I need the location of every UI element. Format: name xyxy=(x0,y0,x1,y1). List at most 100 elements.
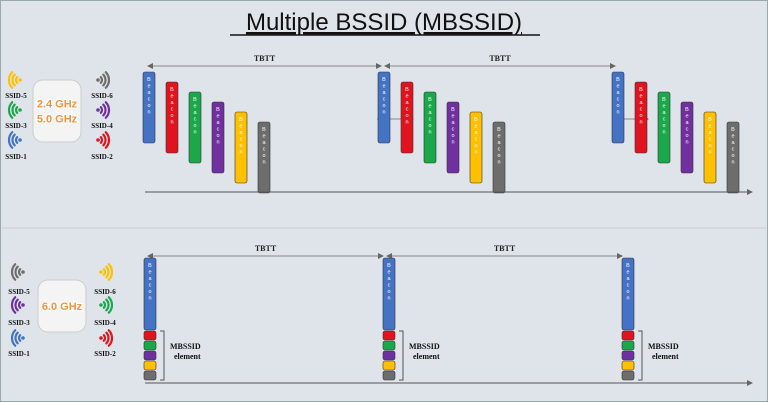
title: Multiple BSSID (MBSSID) xyxy=(246,9,522,36)
band-label: 5.0 GHz xyxy=(37,114,78,126)
mbssid-element xyxy=(143,350,157,361)
element-label: MBSSID xyxy=(648,342,679,351)
beacon-frame xyxy=(621,257,635,331)
wifi-dot xyxy=(21,303,25,307)
wifi-arc xyxy=(17,268,22,276)
beacon-label: Beacon xyxy=(386,263,392,302)
wifi-arc xyxy=(99,76,104,84)
wifi-arc xyxy=(105,331,110,345)
beacon-label: Beacon xyxy=(192,97,198,136)
wifi-arc xyxy=(102,133,107,147)
beacon-label: Beacon xyxy=(427,97,433,136)
beacon-frame xyxy=(143,257,157,331)
mbssid-element xyxy=(621,370,635,381)
bracket xyxy=(399,330,404,381)
wifi-arc xyxy=(14,331,19,345)
wifi-arc xyxy=(105,265,110,279)
wifi-arc xyxy=(17,334,22,342)
beacon-label: Beacon xyxy=(707,117,713,156)
element-label: MBSSID xyxy=(409,342,440,351)
mbssid-element xyxy=(382,360,396,371)
wifi-dot xyxy=(18,108,22,112)
wifi-arc xyxy=(102,103,107,117)
ssid-label: SSID-4 xyxy=(91,122,113,130)
wifi-arc xyxy=(7,131,14,149)
beacon-label: Beacon xyxy=(684,107,690,146)
mbssid-element xyxy=(621,350,635,361)
beacon-frame xyxy=(726,121,740,194)
mbssid-element xyxy=(143,370,157,381)
wifi-arc xyxy=(104,131,111,149)
beacon-label: Beacon xyxy=(625,263,631,302)
wifi-arc xyxy=(102,301,107,309)
wifi-arc xyxy=(14,76,19,84)
mbssid-element xyxy=(621,360,635,371)
wifi-dot xyxy=(21,336,25,340)
beacon-frame xyxy=(400,81,414,154)
tbtt-label: TBTT xyxy=(494,244,516,253)
mbssid-element xyxy=(621,340,635,351)
mbssid-element xyxy=(143,360,157,371)
wifi-arc xyxy=(7,101,14,119)
beacon-label: Beacon xyxy=(450,107,456,146)
wifi-dot xyxy=(99,303,103,307)
ssid-label: SSID-2 xyxy=(91,153,113,161)
beacon-label: Beacon xyxy=(404,87,410,126)
beacon-frame xyxy=(234,111,248,184)
beacon-frame xyxy=(377,71,391,144)
ssid-label: SSID-6 xyxy=(94,288,116,296)
wifi-dot xyxy=(99,270,103,274)
wifi-arc xyxy=(99,106,104,114)
band-label: 6.0 GHz xyxy=(42,301,83,313)
wifi-arc xyxy=(107,263,114,281)
wifi-arc xyxy=(102,73,107,87)
beacon-frame xyxy=(469,111,483,184)
wifi-arc xyxy=(17,301,22,309)
beacon-label: Beacon xyxy=(215,107,221,146)
mbssid-element xyxy=(382,340,396,351)
wifi-dot xyxy=(99,336,103,340)
wifi-arc xyxy=(10,329,17,347)
ssid-label: SSID-4 xyxy=(94,319,116,327)
beacon-label: Beacon xyxy=(261,127,267,166)
wifi-arc xyxy=(14,136,19,144)
beacon-label: Beacon xyxy=(615,77,621,116)
wifi-dot xyxy=(18,78,22,82)
beacon-label: Beacon xyxy=(169,87,175,126)
wifi-dot xyxy=(21,270,25,274)
beacon-frame xyxy=(492,121,506,194)
ssid-label: SSID-5 xyxy=(5,92,27,100)
access-point xyxy=(37,279,87,333)
wifi-arc xyxy=(11,73,16,87)
beacon-frame xyxy=(423,91,437,164)
bracket xyxy=(638,330,643,381)
wifi-arc xyxy=(105,298,110,312)
beacon-frame xyxy=(657,91,671,164)
beacon-label: Beacon xyxy=(661,97,667,136)
wifi-arc xyxy=(14,298,19,312)
element-label: element xyxy=(413,352,440,361)
beacon-label: Beacon xyxy=(381,77,387,116)
wifi-dot xyxy=(18,138,22,142)
beacon-frame xyxy=(703,111,717,184)
wifi-arc xyxy=(10,296,17,314)
beacon-label: Beacon xyxy=(146,77,152,116)
beacon-frame xyxy=(446,101,460,174)
wifi-arc xyxy=(14,106,19,114)
beacon-label: Beacon xyxy=(238,117,244,156)
wifi-arc xyxy=(104,101,111,119)
beacon-label: Beacon xyxy=(638,87,644,126)
element-label: element xyxy=(174,352,201,361)
beacon-frame xyxy=(165,81,179,154)
ssid-label: SSID-2 xyxy=(94,350,116,358)
bracket xyxy=(160,330,165,381)
mbssid-element xyxy=(143,330,157,341)
beacon-label: Beacon xyxy=(730,127,736,166)
tbtt-label: TBTT xyxy=(255,244,277,253)
mbssid-element xyxy=(382,330,396,341)
wifi-dot xyxy=(96,138,100,142)
beacon-frame xyxy=(611,71,625,144)
tbtt-label: TBTT xyxy=(254,54,276,63)
wifi-dot xyxy=(96,108,100,112)
